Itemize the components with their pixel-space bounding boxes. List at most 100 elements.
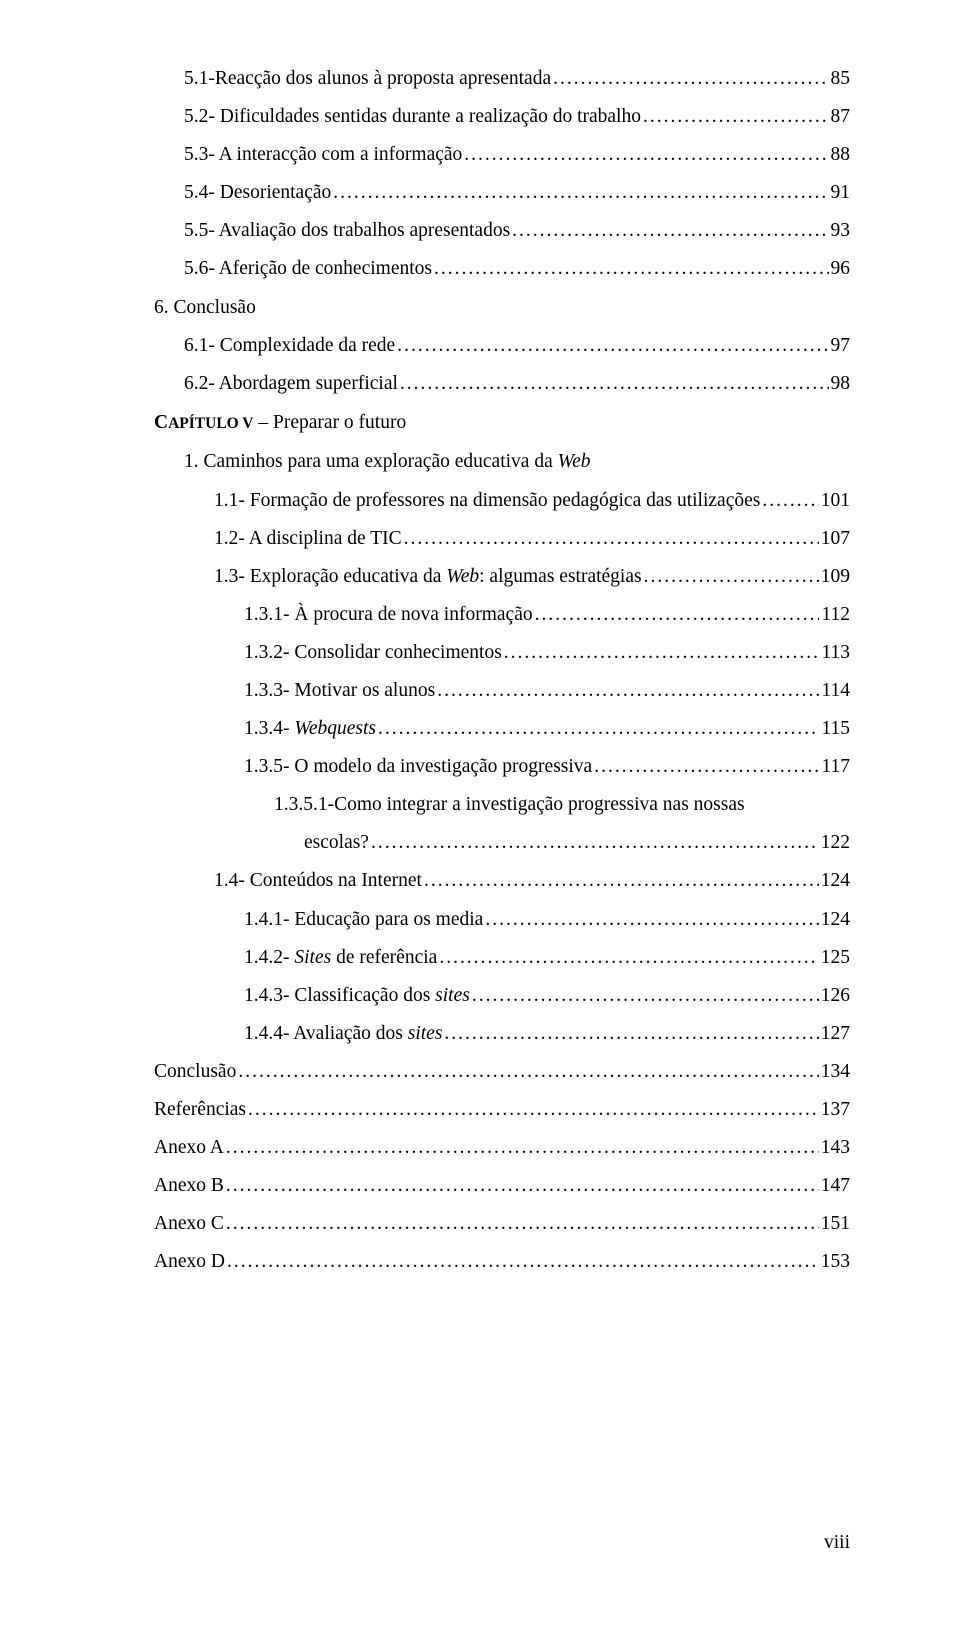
toc-entry-label: 1.3.4- Webquests: [244, 719, 376, 739]
toc-entry: 6.2- Abordagem superficial 98: [154, 374, 850, 394]
toc-entry: 1.3.3- Motivar os alunos 114: [154, 681, 850, 701]
toc-leader-dots: [643, 107, 829, 127]
toc-entry: 5.2- Dificuldades sentidas durante a rea…: [154, 107, 850, 127]
toc-leader-dots: [400, 374, 829, 394]
table-of-contents: 5.1-Reacção dos alunos à proposta aprese…: [154, 69, 850, 1272]
toc-leader-dots: [397, 336, 828, 356]
toc-entry-page: 122: [821, 833, 850, 853]
toc-entry-page: 147: [821, 1176, 850, 1196]
toc-entry-page: 117: [821, 757, 850, 777]
toc-entry: Anexo A 143: [154, 1138, 850, 1158]
toc-entry: 1.4.2- Sites de referência 125: [154, 948, 850, 968]
toc-chapter-heading: CAPÍTULO V – Preparar o futuro: [154, 412, 850, 434]
toc-entry-label: 5.6- Aferição de conhecimentos: [184, 259, 432, 279]
toc-entry: 1. Caminhos para uma exploração educativ…: [154, 452, 850, 472]
toc-entry-label: escolas?: [304, 833, 369, 853]
toc-entry-page: 113: [821, 643, 850, 663]
toc-entry: 5.3- A interacção com a informação88: [154, 145, 850, 165]
toc-leader-dots: [371, 833, 819, 853]
toc-entry-label: Anexo B: [154, 1176, 224, 1196]
toc-entry-label: Referências: [154, 1100, 246, 1120]
toc-entry-page: 98: [831, 374, 851, 394]
toc-leader-dots: [594, 757, 819, 777]
toc-leader-dots: [226, 1138, 819, 1158]
toc-entry-label: 6.2- Abordagem superficial: [184, 374, 398, 394]
toc-entry-label: 6.1- Complexidade da rede: [184, 336, 395, 356]
toc-leader-dots: [512, 221, 828, 241]
toc-leader-dots: [472, 986, 819, 1006]
toc-entry-label: 1.3.5- O modelo da investigação progress…: [244, 757, 592, 777]
toc-entry-page: 109: [821, 567, 850, 587]
page-number-footer: viii: [824, 1532, 850, 1554]
toc-leader-dots: [444, 1024, 818, 1044]
toc-entry-label: 1.3.1- À procura de nova informação: [244, 605, 533, 625]
toc-entry: 5.4- Desorientação91: [154, 183, 850, 203]
toc-leader-dots: [404, 529, 819, 549]
toc-entry: 1.3.2- Consolidar conhecimentos 113: [154, 643, 850, 663]
toc-entry-page: 97: [831, 336, 851, 356]
toc-entry-page: 127: [821, 1024, 850, 1044]
toc-leader-dots: [437, 681, 819, 701]
toc-leader-dots: [238, 1062, 818, 1082]
toc-entry-label: 1.3.3- Motivar os alunos: [244, 681, 435, 701]
toc-entry-page: 137: [821, 1100, 850, 1120]
toc-entry-page: 87: [831, 107, 851, 127]
toc-entry: 1.2- A disciplina de TIC107: [154, 529, 850, 549]
toc-entry-page: 101: [821, 491, 850, 511]
toc-entry: Referências 137: [154, 1100, 850, 1120]
toc-leader-dots: [378, 719, 819, 739]
toc-entry-label: 1.4.4- Avaliação dos sites: [244, 1024, 442, 1044]
toc-leader-dots: [504, 643, 820, 663]
toc-entry: 1.4.4- Avaliação dos sites 127: [154, 1024, 850, 1044]
toc-entry-page: 151: [821, 1214, 850, 1234]
toc-entry-label: 1.3.2- Consolidar conhecimentos: [244, 643, 502, 663]
toc-leader-dots: [553, 69, 828, 89]
toc-entry-label: 1.3- Exploração educativa da Web: alguma…: [214, 567, 642, 587]
toc-entry: 5.1-Reacção dos alunos à proposta aprese…: [154, 69, 850, 89]
toc-entry-label: 1. Caminhos para uma exploração educativ…: [184, 452, 590, 472]
toc-entry-label: Anexo A: [154, 1138, 224, 1158]
toc-leader-dots: [248, 1100, 819, 1120]
toc-entry-label: 5.5- Avaliação dos trabalhos apresentado…: [184, 221, 510, 241]
toc-leader-dots: [434, 259, 829, 279]
toc-entry-label: Conclusão: [154, 1062, 236, 1082]
toc-leader-dots: [644, 567, 819, 587]
toc-entry-page: 153: [821, 1252, 850, 1272]
toc-leader-dots: [485, 910, 818, 930]
toc-entry-page: 115: [821, 719, 850, 739]
toc-entry-label: 6. Conclusão: [154, 298, 256, 318]
toc-entry-page: 126: [821, 986, 850, 1006]
toc-leader-dots: [424, 871, 819, 891]
toc-entry: 5.6- Aferição de conhecimentos 96: [154, 259, 850, 279]
toc-entry-page: 96: [831, 259, 851, 279]
toc-entry-page: 85: [831, 69, 851, 89]
toc-leader-dots: [464, 145, 828, 165]
toc-entry-page: 107: [821, 529, 850, 549]
toc-entry-label: 1.4.2- Sites de referência: [244, 948, 437, 968]
toc-entry: 1.4.3- Classificação dos sites 126: [154, 986, 850, 1006]
toc-entry-label: 1.4.1- Educação para os media: [244, 910, 483, 930]
toc-leader-dots: [227, 1252, 819, 1272]
toc-entry-page: 91: [831, 183, 851, 203]
toc-entry-label: 1.4.3- Classificação dos sites: [244, 986, 470, 1006]
toc-entry: 1.4- Conteúdos na Internet124: [154, 871, 850, 891]
toc-entry: 1.3.5.1-Como integrar a investigação pro…: [154, 795, 850, 815]
toc-leader-dots: [226, 1214, 819, 1234]
toc-entry-label: Anexo C: [154, 1214, 224, 1234]
toc-entry-page: 134: [821, 1062, 850, 1082]
toc-entry-page: 114: [821, 681, 850, 701]
toc-entry: Anexo D153: [154, 1252, 850, 1272]
toc-leader-dots: [333, 183, 828, 203]
toc-entry-page: 93: [831, 221, 851, 241]
toc-entry-page: 124: [821, 871, 850, 891]
toc-entry: 6. Conclusão: [154, 298, 850, 318]
toc-entry-label: 5.3- A interacção com a informação: [184, 145, 462, 165]
toc-entry: 6.1- Complexidade da rede 97: [154, 336, 850, 356]
toc-entry-label: 1.3.5.1-Como integrar a investigação pro…: [274, 795, 745, 815]
toc-entry: Anexo C 151: [154, 1214, 850, 1234]
toc-entry-page: 125: [821, 948, 850, 968]
toc-entry: 5.5- Avaliação dos trabalhos apresentado…: [154, 221, 850, 241]
toc-leader-dots: [535, 605, 820, 625]
toc-entry-page: 143: [821, 1138, 850, 1158]
toc-entry: 1.3- Exploração educativa da Web: alguma…: [154, 567, 850, 587]
